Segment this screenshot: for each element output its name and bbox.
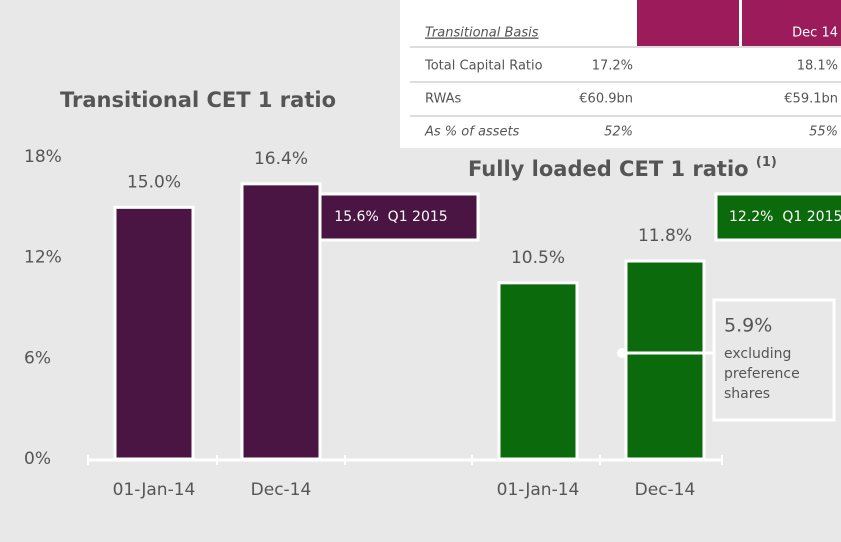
note-text: excluding [724,346,791,362]
value-label: 16.4% [254,149,308,169]
note-text: preference [724,366,800,382]
table-cell: €60.9bn [579,92,633,107]
table-header: Dec 14 [792,26,838,41]
axis-ticks [87,455,723,465]
chart-title: Transitional CET 1 ratio [60,88,336,112]
callout-text: 12.2% Q1 2015 [729,209,841,225]
table-cell: 17.2% [592,59,633,74]
table-cell: As % of assets [424,125,520,140]
y-tick-label: 6% [24,348,51,368]
x-tick-label: Dec-14 [635,480,696,500]
chart-title: Fully loaded CET 1 ratio (1) [468,155,777,182]
bar [497,281,579,461]
bars [113,182,706,461]
title-text: Fully loaded CET 1 ratio [468,157,749,181]
value-label: 15.0% [127,172,181,192]
value-label: 10.5% [511,248,565,268]
x-tick-label: 01-Jan-14 [113,480,196,500]
title-note: (1) [756,155,777,170]
table-cell: €59.1bn [784,92,838,107]
table-cell: Total Capital Ratio [424,59,543,74]
note-value: 5.9% [724,315,772,337]
table-header-cell [637,0,739,46]
x-tick-label: Dec-14 [251,480,312,500]
bar [113,205,195,461]
note-text: shares [724,386,770,402]
table-cell: 18.1% [797,59,838,74]
table-cell: RWAs [425,92,462,107]
value-label: 11.8% [638,226,692,246]
table-header: 1 Jan 14 [580,26,633,41]
y-tick-label: 0% [24,449,51,469]
y-tick-label: 12% [24,248,62,268]
bar [240,182,322,461]
note-box [712,298,836,422]
table-cell: 55% [809,125,838,140]
callout-text: 15.6% Q1 2015 [334,209,447,225]
table-cell: 52% [604,125,633,140]
callout [714,192,841,242]
bar [624,259,706,461]
table: Transitional Basis 1 Jan 14 Dec 14 Total Ca… [424,26,838,140]
x-tick-label: 01-Jan-14 [497,480,580,500]
connector-dot [617,348,627,358]
y-tick-label: 18% [24,147,62,167]
table-header: Transitional Basis [425,26,539,41]
table-header-cell [742,0,841,46]
